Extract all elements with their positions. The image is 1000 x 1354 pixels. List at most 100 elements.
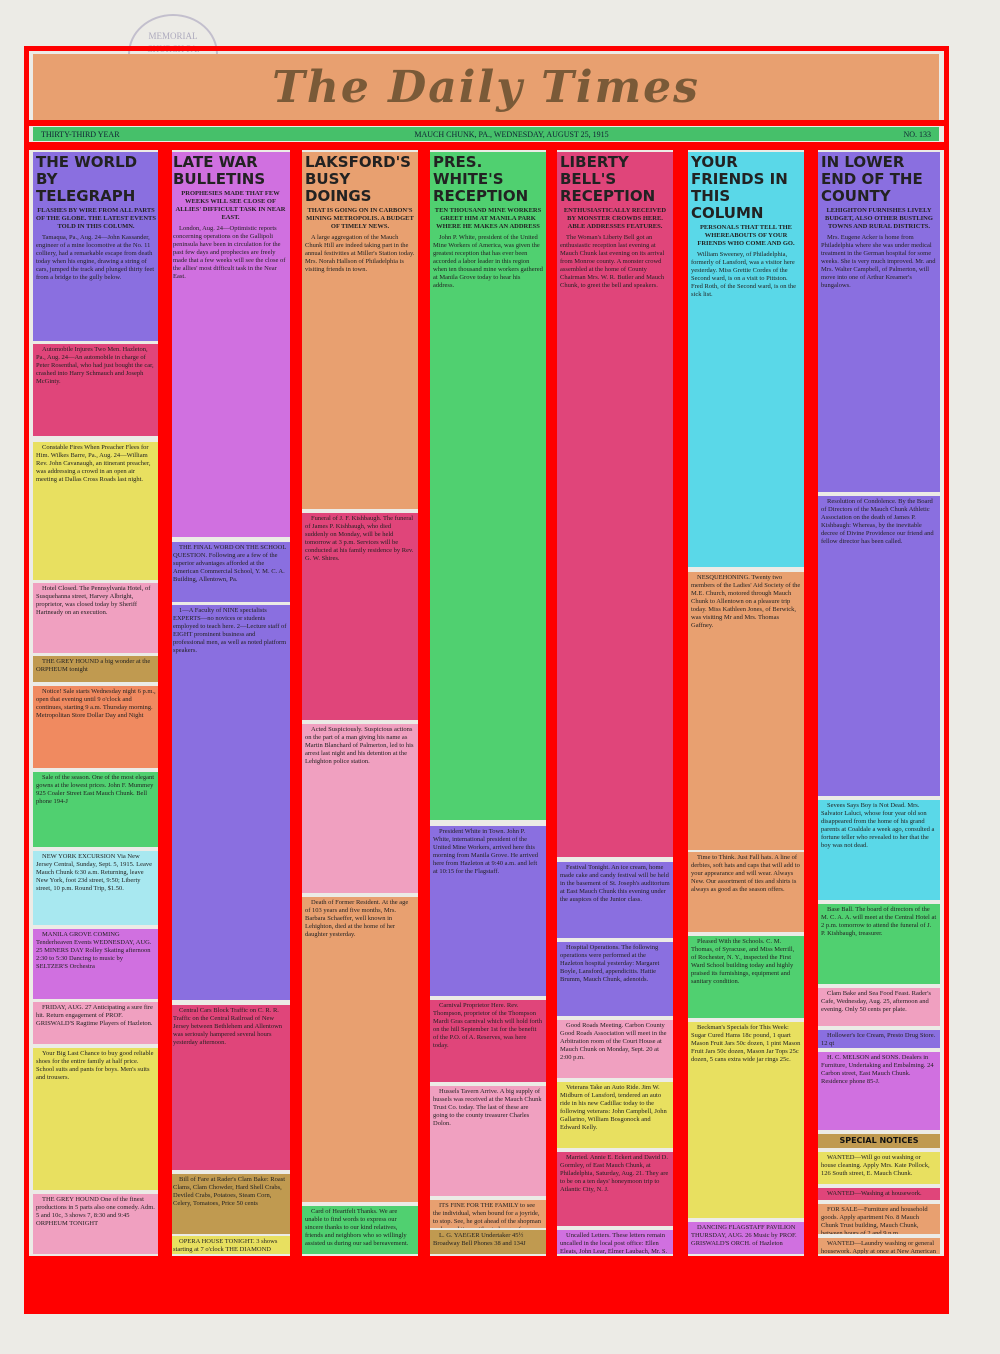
story-text: Bill of Fare at Rader's Clam Bake: Roast…	[173, 1176, 286, 1207]
story-text: Time to Think. Just Fall hats. A line of…	[691, 854, 800, 893]
column-separator	[158, 150, 172, 1258]
story-text: Acted Suspiciously. Suspicious actions o…	[305, 726, 414, 765]
column-separator	[546, 150, 557, 1258]
special-notices-heading: SPECIAL NOTICES	[818, 1134, 940, 1148]
story-text: John P. White, president of the United M…	[433, 234, 543, 289]
story-hussels-arrive: Hussels Tavern Arrive. A big supply of h…	[430, 1086, 546, 1196]
column-separator	[673, 150, 688, 1258]
story-text: Married. Annie E. Eckert and David D. Go…	[560, 1154, 669, 1193]
headline-sub: FLASHES BY WIRE FROM ALL PARTS OF THE GL…	[36, 207, 156, 230]
story-text: Hussels Tavern Arrive. A big supply of h…	[433, 1088, 542, 1127]
headline-liberty-bell-reception: LIBERTY BELL'S RECEPTION ENTHUSIASTICALL…	[557, 152, 673, 857]
story-festival-tonight: Festival Tonight. An ice cream, home mad…	[557, 862, 673, 938]
special-notices-title: SPECIAL NOTICES	[839, 1136, 919, 1145]
notice-wanted-housework: WANTED—Washing at housework.	[818, 1188, 940, 1200]
story-text: Central Cars Block Traffic on C. R. R. T…	[173, 1007, 283, 1046]
footer-separator	[29, 1256, 944, 1309]
story-text: Good Roads Meeting. Carbon County Good R…	[560, 1022, 667, 1061]
headline-text: YOUR FRIENDS IN THIS COLUMN	[691, 153, 788, 222]
story-text: Funeral of J. F. Kishbaugh. The funeral …	[305, 515, 414, 562]
dateline: THIRTY-THIRD YEAR MAUCH CHUNK, PA., WEDN…	[33, 127, 939, 141]
story-carnival-proprietor: Carnival Proprietor Here. Rev. Thompson,…	[430, 1000, 546, 1082]
story-text: The Woman's Liberty Bell got an enthusia…	[560, 234, 665, 289]
story-text: ITS FINE FOR THE FAMILY to see the indiv…	[433, 1202, 541, 1228]
story-text: Constable Fires When Preacher Flees for …	[36, 444, 151, 483]
headline-sub: LEHIGHTON FURNISHES LIVELY BUDGET, ALSO …	[825, 207, 933, 230]
ad-hollower-ice-cream: Hollower's Ice Cream, Presto Drug Store.…	[818, 1030, 940, 1048]
headline-text: PRES. WHITE'S RECEPTION	[433, 153, 529, 205]
story-text: Base Ball. The board of directors of the…	[821, 906, 937, 937]
story-central-cars: Central Cars Block Traffic on C. R. R. T…	[170, 1005, 291, 1170]
story-automobile-injures: Automobile Injures Two Men. Hazleton, Pa…	[33, 344, 159, 436]
story-kishbaugh-funeral: Funeral of J. F. Kishbaugh. The funeral …	[302, 513, 418, 720]
headline-lansford-busy-doings: LAKSFORD'S BUSY DOINGS THAT IS GOING ON …	[302, 152, 418, 509]
story-school-question: THE FINAL WORD ON THE SCHOOL QUESTION. F…	[170, 542, 291, 602]
headline-text: LIBERTY BELL'S RECEPTION	[560, 153, 656, 205]
story-veterans-auto-ride: Veterans Take an Auto Ride. Jim W. Midbu…	[557, 1082, 673, 1148]
story-text: A large aggregation of the Mauch Chunk H…	[305, 234, 415, 273]
headline-text: LAKSFORD'S BUSY DOINGS	[305, 153, 411, 205]
ad-mummey: Sale of the season. One of the most eleg…	[33, 772, 159, 847]
story-text: Sale of the season. One of the most eleg…	[36, 774, 155, 805]
page-frame	[24, 46, 949, 1314]
headline-lower-end-county: IN LOWER END OF THE COUNTY LEHIGHTON FUR…	[818, 152, 940, 492]
story-text: NEW YORK EXCURSION Via New Jersey Centra…	[36, 853, 153, 892]
story-acted-suspiciously: Acted Suspiciously. Suspicious actions o…	[302, 724, 418, 893]
ad-dancing-flagstaff: DANCING FLAGSTAFF PAVILION THURSDAY, AUG…	[688, 1222, 804, 1254]
story-president-white-in-town: President White in Town. John P. White, …	[430, 826, 546, 996]
story-base-ball: Base Ball. The board of directors of the…	[818, 904, 940, 984]
story-boy-not-dead: Sevees Says Boy is Not Dead. Mrs. Salvat…	[818, 800, 940, 900]
headline-text: LATE WAR BULLETINS	[173, 153, 266, 188]
ad-time-to-think: Time to Think. Just Fall hats. A line of…	[688, 852, 804, 932]
headline-late-war-bulletins: LATE WAR BULLETINS PROPHESIES MADE THAT …	[170, 152, 291, 537]
story-text: London, Aug. 24—Optimistic reports conce…	[173, 225, 286, 280]
story-text: Veterans Take an Auto Ride. Jim W. Midbu…	[560, 1084, 667, 1131]
story-married: Married. Annie E. Eckert and David D. Go…	[557, 1152, 673, 1226]
story-text: President White in Town. John P. White, …	[433, 828, 539, 875]
headline-text: THE WORLD BY TELEGRAPH	[36, 153, 138, 205]
masthead: The Daily Times	[33, 54, 939, 120]
header-separator	[29, 120, 944, 126]
story-text: Hollower's Ice Cream, Presto Drug Store.…	[821, 1032, 936, 1047]
headline-sub: PERSONALS THAT TELL THE WHEREABOUTS OF Y…	[697, 224, 795, 247]
headline-sub: PROPHESIES MADE THAT FEW WEEKS WILL SEE …	[175, 190, 286, 221]
ad-beckman-specials: Beckman's Specials for This Week: Sugar …	[688, 1022, 804, 1218]
story-death-former-resident: Death of Former Resident. At the age of …	[302, 897, 418, 1202]
masthead-title: The Daily Times	[272, 61, 700, 113]
headline-world-telegraph: THE WORLD BY TELEGRAPH FLASHES BY WIRE F…	[33, 152, 159, 341]
story-text: L. G. YAEGER Undertaker 45½ Broadway Bel…	[433, 1232, 526, 1247]
story-constable-fires: Constable Fires When Preacher Flees for …	[33, 442, 159, 580]
notice-for-sale: FOR SALE—Furniture and household goods. …	[818, 1204, 940, 1234]
headline-text: IN LOWER END OF THE COUNTY	[821, 153, 923, 205]
headline-sub: THAT IS GOING ON IN CARBON'S MINING METR…	[306, 207, 414, 230]
story-text: THE GREY HOUND One of the finest product…	[36, 1196, 155, 1227]
story-text: WANTED—Laundry washing or general housew…	[821, 1240, 936, 1254]
story-hotel-closed: Hotel Closed. The Pennsylvania Hotel, of…	[33, 583, 159, 653]
story-text: THE FINAL WORD ON THE SCHOOL QUESTION. F…	[173, 544, 287, 583]
story-text: WANTED—Will go out washing or house clea…	[821, 1154, 930, 1177]
ad-metropolitan-store: Notice! Sale starts Wednesday night 6 p.…	[33, 686, 159, 768]
headline-sub: ENTHUSIASTICALLY RECEIVED BY MONSTER CRO…	[563, 207, 667, 230]
column-separator	[804, 150, 818, 1258]
story-text: Death of Former Resident. At the age of …	[305, 899, 409, 938]
story-text: Pleased With the Schools. C. M. Thomas, …	[691, 938, 795, 985]
story-text: H. C. MELSON and SONS. Dealers in Furnit…	[821, 1054, 934, 1085]
story-text: THE GREY HOUND a big wonder at the ORPHE…	[36, 658, 151, 673]
story-text: Hotel Closed. The Pennsylvania Hotel, of…	[36, 585, 151, 616]
story-hospital-operations: Hospital Operations. The following opera…	[557, 942, 673, 1016]
story-text: MANILA GROVE COMING Tenderheaven Events …	[36, 931, 152, 970]
story-text: Notice! Sale starts Wednesday night 6 p.…	[36, 688, 156, 719]
column-separator	[418, 150, 430, 1258]
story-text: Sevees Says Boy is Not Dead. Mrs. Salvat…	[821, 802, 935, 849]
story-nesquehoning: NESQUEHONING. Twenty two members of the …	[688, 572, 804, 850]
story-text: Uncalled Letters. These letters remain u…	[560, 1232, 668, 1254]
story-text: Your Big Last Chance to buy good reliabl…	[36, 1050, 154, 1081]
dateline-year: THIRTY-THIRD YEAR	[41, 129, 120, 139]
ad-grey-hound: THE GREY HOUND a big wonder at the ORPHE…	[33, 656, 159, 682]
story-text: Beckman's Specials for This Week: Sugar …	[691, 1024, 801, 1063]
ad-clam-bake-menu: Bill of Fare at Rader's Clam Bake: Roast…	[170, 1174, 291, 1234]
story-uncalled-letters: Uncalled Letters. These letters remain u…	[557, 1230, 673, 1254]
dateline-place-date: MAUCH CHUNK, PA., WEDNESDAY, AUGUST 25, …	[414, 129, 609, 139]
header-separator	[29, 142, 944, 150]
